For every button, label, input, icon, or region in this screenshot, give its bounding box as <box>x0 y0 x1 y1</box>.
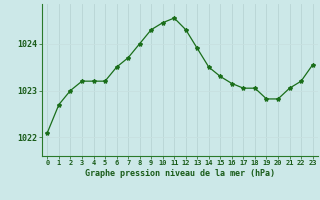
X-axis label: Graphe pression niveau de la mer (hPa): Graphe pression niveau de la mer (hPa) <box>85 169 275 178</box>
